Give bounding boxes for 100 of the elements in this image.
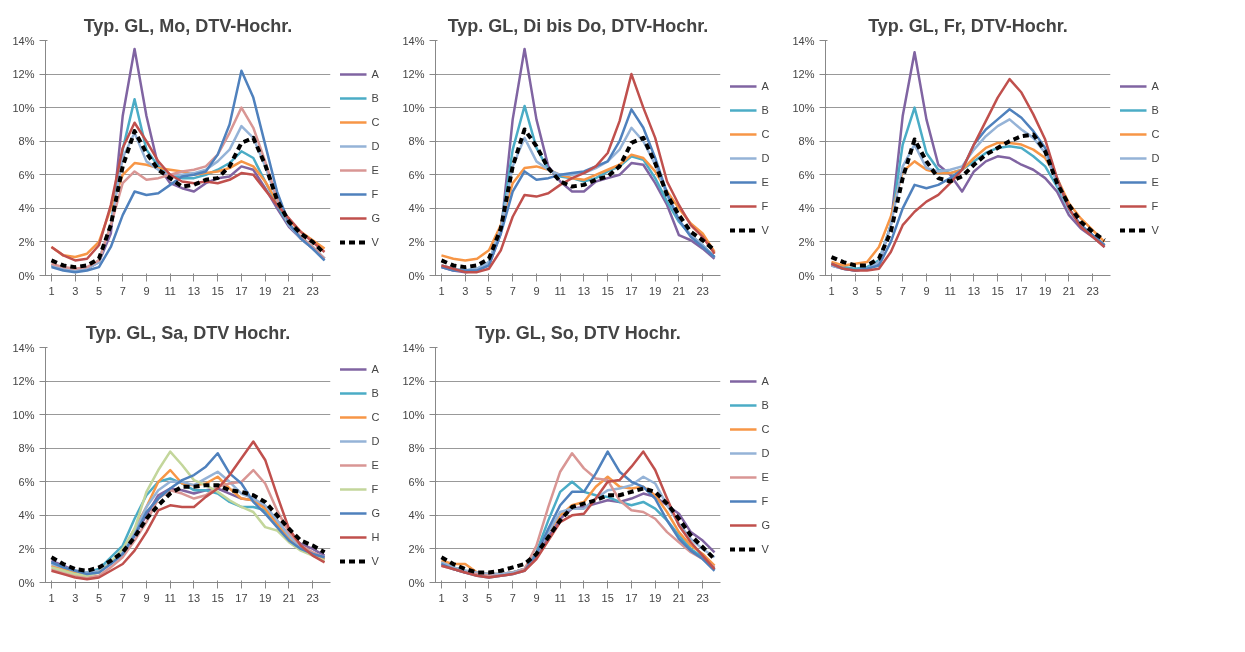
x-tick-label: 23 [696,591,709,604]
x-tick-label: 17 [1015,284,1028,297]
legend-label: F [371,186,380,201]
x-tick-label: 3 [462,591,469,604]
legend-label: E [371,162,380,177]
y-tick-label: 14% [402,34,425,47]
y-tick-label: 6% [18,168,35,181]
x-tick-label: 7 [899,284,906,297]
legend-label: B [761,397,770,412]
y-tick-label: 10% [792,101,815,114]
x-tick-label: 19 [259,591,272,604]
legend-label: D [761,150,771,165]
y-tick-label: 0% [408,576,425,589]
legend-label: C [371,114,381,129]
y-tick-label: 0% [18,269,35,282]
y-tick-label: 2% [18,235,35,248]
x-tick-label: 11 [164,284,176,297]
legend-label: A [371,361,380,376]
y-tick-label: 8% [798,135,815,148]
legend-label: B [1151,102,1160,117]
chart-title: Typ. GL, Fr, DTV-Hochr. [868,15,1068,36]
y-tick-label: 6% [798,168,815,181]
y-tick-label: 4% [18,202,35,215]
x-tick-label: 9 [143,591,150,604]
legend-label: V [1151,222,1160,237]
legend-label: F [761,493,770,508]
x-tick-label: 11 [944,284,956,297]
x-tick-label: 1 [828,284,835,297]
legend-label: B [371,385,380,400]
y-tick-label: 8% [18,135,35,148]
x-tick-label: 5 [485,591,492,604]
y-tick-label: 4% [408,202,425,215]
y-tick-label: 12% [402,68,425,81]
x-tick-label: 7 [509,284,516,297]
y-tick-label: 8% [408,135,425,148]
legend-label: G [371,210,382,225]
y-tick-label: 2% [408,235,425,248]
x-tick-label: 23 [696,284,709,297]
y-tick-label: 10% [12,101,35,114]
legend-label: D [1151,150,1161,165]
x-tick-label: 3 [852,284,859,297]
y-tick-label: 6% [18,475,35,488]
x-tick-label: 11 [164,591,176,604]
legend-label: E [761,469,770,484]
x-tick-label: 23 [306,284,319,297]
chart-title: Typ. GL, Di bis Do, DTV-Hochr. [447,15,709,36]
x-tick-label: 1 [438,284,445,297]
y-tick-label: 4% [798,202,815,215]
x-tick-label: 17 [235,591,248,604]
x-tick-label: 15 [601,591,614,604]
x-tick-label: 17 [235,284,248,297]
legend-label: D [761,445,771,460]
x-tick-label: 5 [485,284,492,297]
x-tick-label: 3 [72,284,79,297]
y-tick-label: 0% [18,576,35,589]
legend-label: C [371,409,381,424]
x-tick-label: 13 [577,284,591,297]
y-tick-label: 8% [408,442,425,455]
legend-label: F [1151,198,1160,213]
x-tick-label: 9 [923,284,930,297]
legend-label: V [371,234,380,249]
x-tick-label: 11 [554,284,566,297]
x-tick-label: 23 [1086,284,1099,297]
y-tick-label: 8% [18,442,35,455]
legend-label: A [371,66,380,81]
y-tick-label: 10% [12,408,35,421]
legend-label: G [761,517,772,532]
legend-label: D [371,138,381,153]
x-tick-label: 7 [119,591,126,604]
x-tick-label: 11 [554,591,566,604]
legend-label: H [371,529,381,544]
y-tick-label: 2% [18,542,35,555]
x-tick-label: 7 [119,284,126,297]
y-tick-label: 14% [12,341,35,354]
legend-label: V [761,222,770,237]
y-tick-label: 0% [408,269,425,282]
legend-label: D [371,433,381,448]
x-tick-label: 13 [187,284,201,297]
x-tick-label: 9 [533,284,540,297]
chart-title: Typ. GL, Sa, DTV Hochr. [85,322,291,343]
legend-label: E [371,457,380,472]
x-tick-label: 1 [438,591,445,604]
y-tick-label: 12% [792,68,815,81]
y-tick-label: 14% [12,34,35,47]
y-tick-label: 6% [408,168,425,181]
x-tick-label: 21 [672,591,686,604]
y-tick-label: 4% [18,509,35,522]
legend-label: F [371,481,380,496]
x-tick-label: 21 [672,284,686,297]
y-tick-label: 12% [12,68,35,81]
legend-label: C [761,421,771,436]
legend-label: B [371,90,380,105]
x-tick-label: 5 [95,284,102,297]
x-tick-label: 15 [211,284,224,297]
x-tick-label: 17 [625,591,638,604]
x-tick-label: 13 [967,284,981,297]
legend-label: G [371,505,382,520]
legend-label: A [1151,78,1160,93]
x-tick-label: 1 [48,284,55,297]
legend-label: E [1151,174,1160,189]
